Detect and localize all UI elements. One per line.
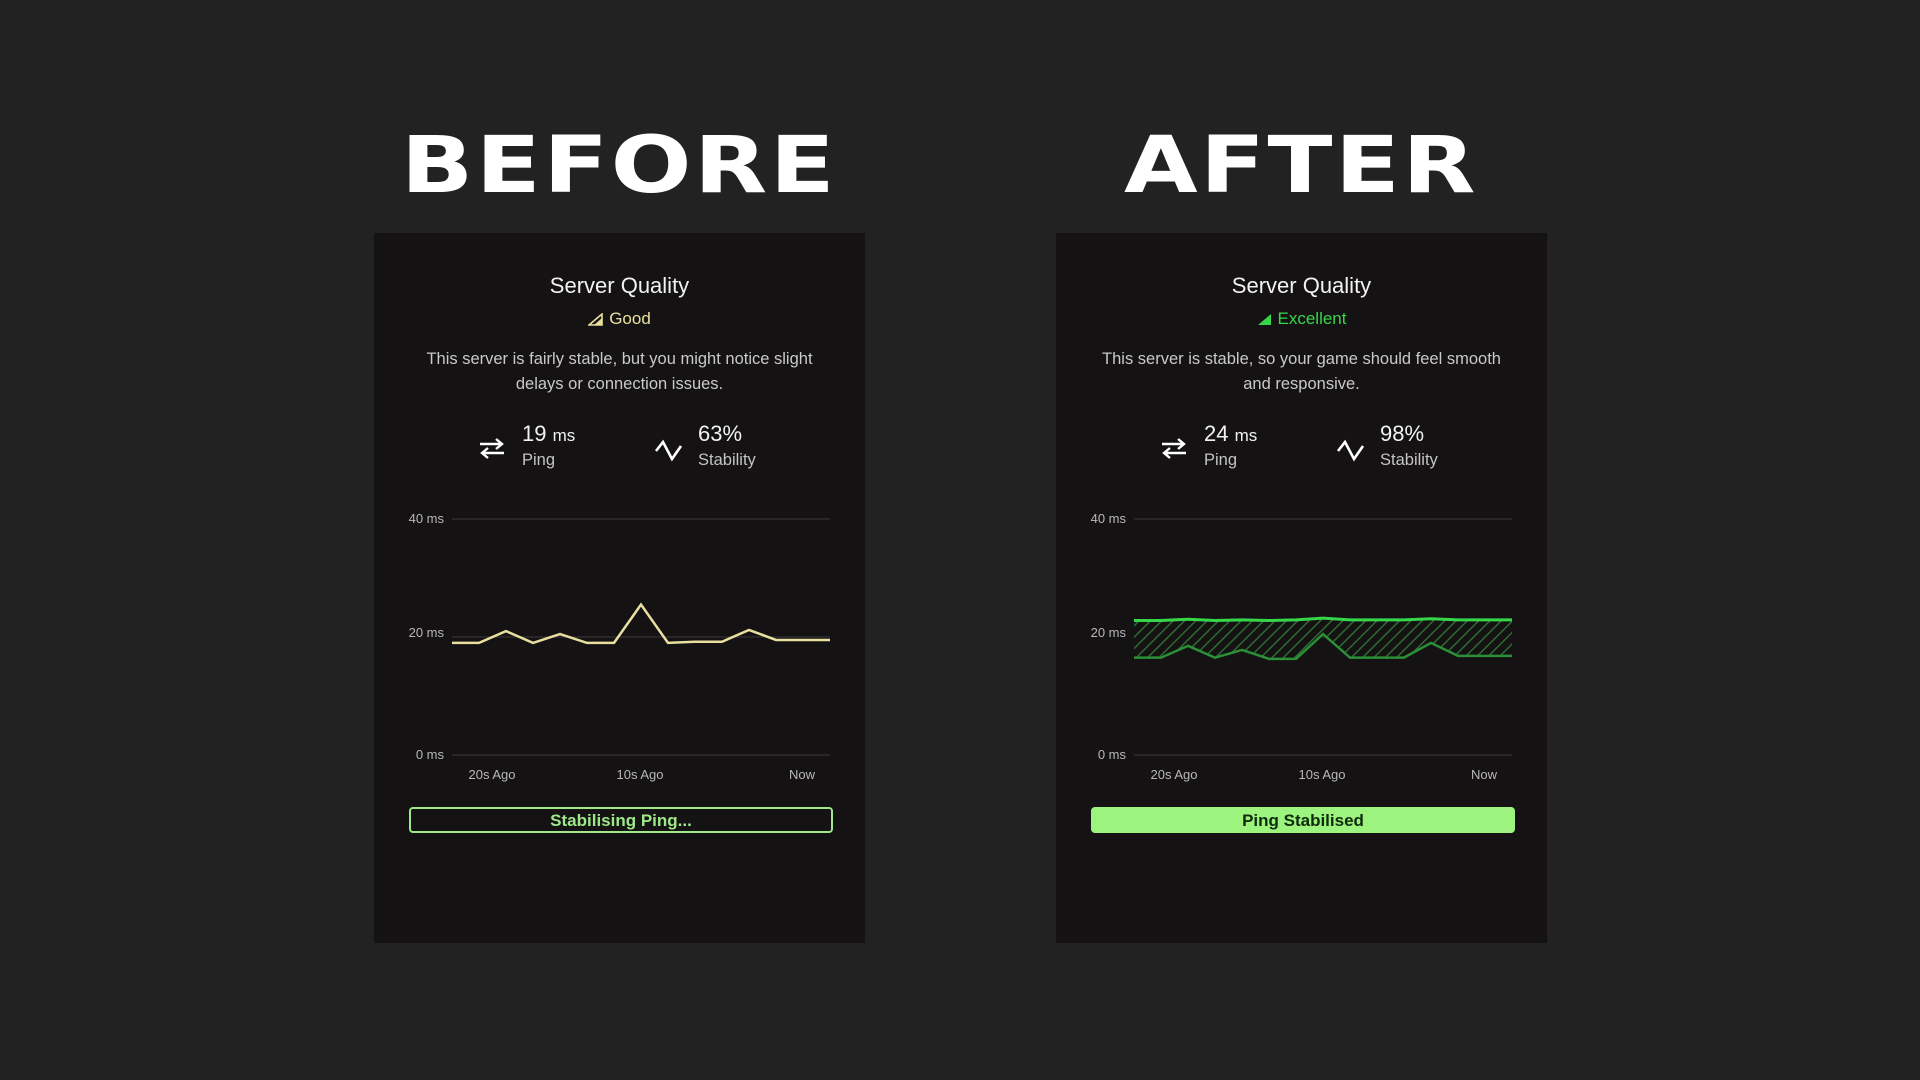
x-tick-label: 20s Ago <box>1151 767 1198 782</box>
ping-chart: 40 ms 20 ms 0 ms 20s Ago 10s Ago Now <box>409 511 830 782</box>
swap-arrows-icon <box>1162 438 1186 459</box>
quality-rating: Excellent <box>1056 309 1547 329</box>
ping-unit: ms <box>1234 426 1258 445</box>
stabilised-status-bar: Ping Stabilised <box>1091 807 1515 833</box>
ping-chart: 40 ms 20 ms 0 ms 20s Ago 10s Ago Now <box>1091 511 1512 782</box>
signal-icon <box>587 312 604 326</box>
y-tick-label: 20 ms <box>1091 625 1127 640</box>
y-tick-label: 0 ms <box>1098 747 1127 762</box>
stability-value: 63% <box>698 421 743 446</box>
ping-label: Ping <box>1204 451 1238 469</box>
ping-series-line-1 <box>452 602 830 645</box>
x-tick-label: 10s Ago <box>1299 767 1346 782</box>
stability-label: Stability <box>698 451 756 469</box>
stability-label: Stability <box>1380 451 1438 469</box>
y-tick-label: 0 ms <box>416 747 445 762</box>
x-tick-label: Now <box>789 767 816 782</box>
quality-rating: Good <box>374 309 865 329</box>
zigzag-icon <box>1336 439 1365 462</box>
y-tick-label: 20 ms <box>409 625 445 640</box>
quality-label: Excellent <box>1277 309 1347 328</box>
chart-plot-group: 40 ms 20 ms 0 ms 20s Ago 10s Ago Now <box>1091 511 1512 782</box>
before-heading: BEFORE <box>400 121 838 211</box>
x-tick-label: 20s Ago <box>469 767 516 782</box>
stability-value: 98% <box>1380 421 1425 446</box>
swap-arrows-icon <box>480 438 504 459</box>
panel-title: Server Quality <box>549 273 690 298</box>
y-tick-label: 40 ms <box>1091 511 1127 526</box>
ping-value: 24 <box>1204 421 1229 446</box>
stabilised-range-band <box>1134 618 1512 659</box>
panel-title: Server Quality <box>1231 273 1372 298</box>
chart-plot-group: 40 ms 20 ms 0 ms 20s Ago 10s Ago Now <box>409 511 830 782</box>
zigzag-icon <box>654 439 683 462</box>
quality-description: This server is fairly stable, but you mi… <box>426 350 813 393</box>
x-tick-label: Now <box>1471 767 1498 782</box>
ping-series-line-1 <box>1134 616 1512 622</box>
quality-description: This server is stable, so your game shou… <box>1102 350 1501 393</box>
server-quality-panel-after: Server Quality Excellent This server is … <box>1056 233 1547 943</box>
server-quality-panel-before: Server Quality Good This server is fairl… <box>374 233 865 943</box>
ping-unit: ms <box>552 426 576 445</box>
ping-series-line-2 <box>1134 632 1512 661</box>
stabilising-status-bar: Stabilising Ping... <box>409 807 833 833</box>
quality-label: Good <box>609 309 651 328</box>
ping-value: 19 <box>522 421 547 446</box>
x-tick-label: 10s Ago <box>617 767 664 782</box>
after-heading: AFTER <box>1123 121 1479 211</box>
signal-icon <box>1257 314 1271 325</box>
y-tick-label: 40 ms <box>409 511 445 526</box>
ping-label: Ping <box>522 451 556 469</box>
